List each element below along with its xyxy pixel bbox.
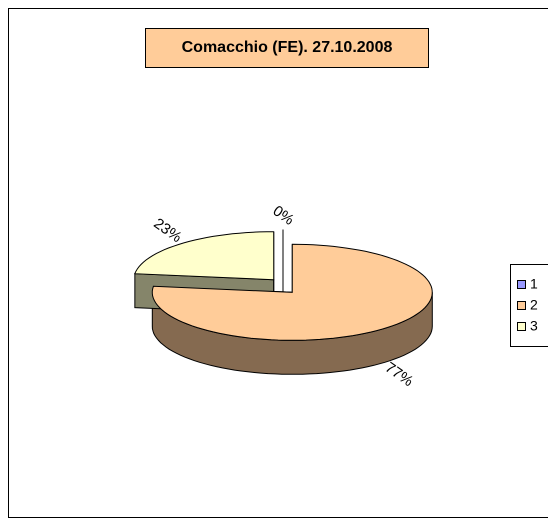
legend-items: 1 2 3	[517, 276, 538, 334]
legend-label: 2	[530, 297, 538, 313]
title-box	[145, 28, 429, 68]
chart-border	[8, 8, 548, 518]
legend-label: 1	[530, 276, 538, 292]
legend-swatch	[517, 280, 526, 289]
legend-label: 3	[530, 318, 538, 334]
slice	[151, 243, 433, 341]
pie: 0%77%23%	[134, 202, 433, 390]
legend-swatch	[517, 322, 526, 331]
chart-title: Comacchio (FE). 27.10.2008	[182, 39, 393, 56]
legend-swatch	[517, 301, 526, 310]
legend	[510, 264, 548, 347]
slice	[134, 231, 275, 281]
